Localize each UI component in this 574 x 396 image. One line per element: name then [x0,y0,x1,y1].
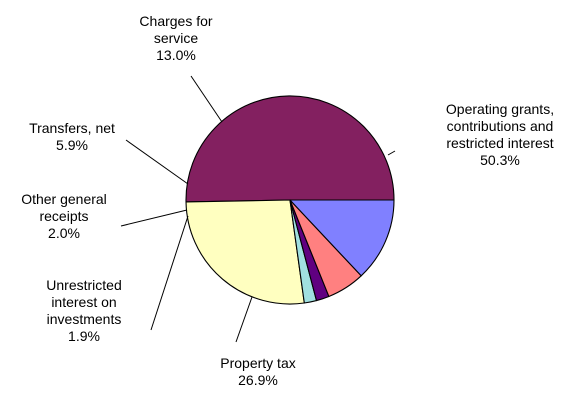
slice-label-line: Property tax [220,355,295,371]
slice-label-line: Unrestricted [46,277,121,293]
leader-line [125,139,189,185]
slice-label: Operating grants, contributions and restri… [446,101,554,168]
slice-label: Other general receipts 2.0% [21,191,107,241]
slice-label: Unrestricted interest on investments 1.9% [46,277,121,344]
slice-label-line: contributions and [447,118,554,134]
pie-slice [185,95,395,203]
slice-label: Transfers, net 5.9% [29,120,115,153]
slice-percent: 26.9% [238,372,278,388]
slice-label-line: Operating grants, [446,101,554,117]
leader-line [387,150,396,156]
slice-percent: 2.0% [48,225,80,241]
slice-label-line: Other general [21,191,107,207]
pie-slice [289,199,395,277]
slice-percent: 13.0% [156,47,196,63]
slice-label-line: service [154,30,199,46]
slice-labels: Operating grants, contributions and restri… [21,13,554,388]
slice-label-line: interest on [51,294,116,310]
slice-label: Charges for service 13.0% [139,13,212,63]
slice-label-line: investments [47,311,122,327]
slice-label-line: restricted interest [446,135,553,151]
slice-label-line: receipts [39,208,88,224]
leader-lines [120,75,396,343]
leader-line [150,215,189,331]
slice-percent: 1.9% [68,328,100,344]
leader-line [190,75,223,123]
leader-line [235,296,253,343]
leader-line [120,209,188,227]
slice-percent: 5.9% [56,137,88,153]
slice-label-line: Transfers, net [29,120,115,136]
slice-label: Property tax 26.9% [220,355,295,388]
pie-slice [185,199,305,305]
pie-slices [185,95,395,305]
slice-label-line: Charges for [139,13,212,29]
slice-percent: 50.3% [480,152,520,168]
